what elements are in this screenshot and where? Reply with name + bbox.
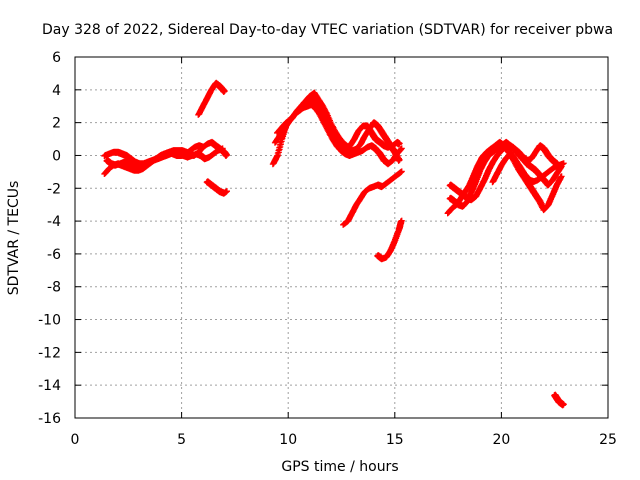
series-arc-1e <box>203 178 230 197</box>
y-tick-label: 6 <box>52 50 61 66</box>
y-tick-label: 2 <box>52 116 61 132</box>
point-markers <box>446 142 561 204</box>
series-arc-1c <box>103 145 226 171</box>
point-markers <box>374 217 405 263</box>
y-tick-label: -14 <box>38 378 61 394</box>
point-markers <box>203 178 230 197</box>
x-tick-label: 25 <box>599 432 617 448</box>
y-tick-label: -8 <box>47 280 61 296</box>
x-tick-label: 10 <box>279 432 297 448</box>
y-axis-label: SDTVAR / TECUs <box>6 181 22 296</box>
y-tick-label: -10 <box>38 313 61 329</box>
point-markers <box>340 168 405 228</box>
chart-title: Day 328 of 2022, Sidereal Day-to-day VTE… <box>42 22 613 38</box>
grid-lines <box>75 57 608 418</box>
data-points <box>101 79 567 409</box>
series-arc-1d <box>195 79 228 118</box>
y-tick-label: -6 <box>47 247 61 263</box>
x-axis-label: GPS time / hours <box>281 459 398 475</box>
series-arc-3c <box>446 142 561 204</box>
x-tick-label: 5 <box>177 432 186 448</box>
x-tick-label: 15 <box>386 432 404 448</box>
point-markers <box>195 79 228 118</box>
point-markers <box>489 150 565 214</box>
point-markers <box>551 391 567 409</box>
series-arc-3d <box>489 150 565 214</box>
point-markers <box>274 101 405 168</box>
x-tick-label: 0 <box>71 432 80 448</box>
series-arc-2c <box>274 101 405 168</box>
series-arc-3e <box>551 391 567 409</box>
y-tick-label: -2 <box>47 181 61 197</box>
x-tick-label: 20 <box>492 432 510 448</box>
y-tick-label: -4 <box>47 214 61 230</box>
point-markers <box>103 145 226 171</box>
y-tick-label: 0 <box>52 148 61 164</box>
y-tick-label: 4 <box>52 83 61 99</box>
series-arc-2d <box>340 168 405 228</box>
series-arc-2e <box>374 217 405 263</box>
y-tick-label: -16 <box>38 411 61 427</box>
plot-frame <box>74 56 609 419</box>
y-tick-label: -12 <box>38 345 61 361</box>
